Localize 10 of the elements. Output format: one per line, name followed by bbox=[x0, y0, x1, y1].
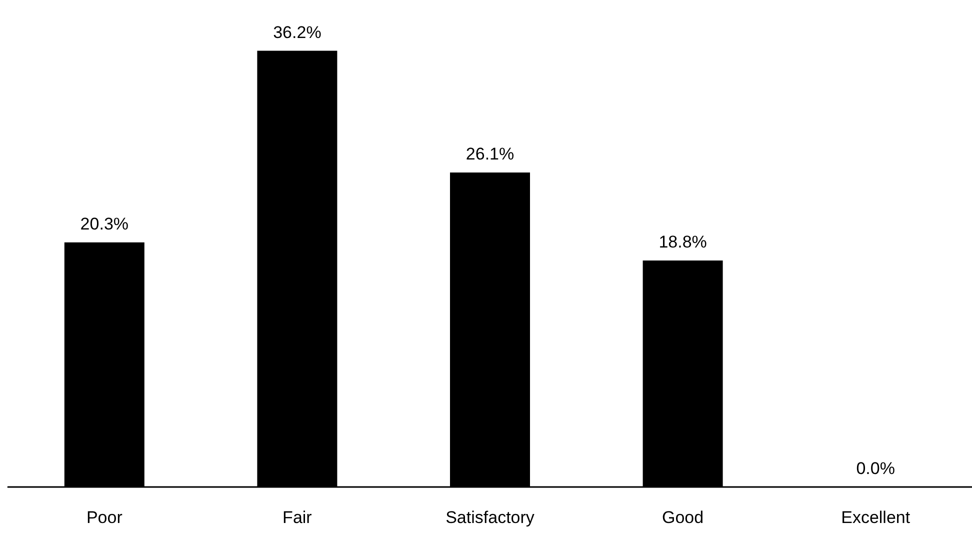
data-label: 26.1% bbox=[466, 144, 514, 164]
x-tick-label: Good bbox=[662, 508, 704, 527]
x-tick-label: Satisfactory bbox=[446, 508, 535, 527]
data-label: 20.3% bbox=[80, 214, 128, 234]
data-label: 36.2% bbox=[273, 22, 322, 42]
x-tick-label: Excellent bbox=[841, 508, 910, 527]
data-label: 0.0% bbox=[856, 459, 895, 478]
x-tick-label: Poor bbox=[86, 508, 123, 527]
data-label: 18.8% bbox=[658, 232, 707, 252]
x-tick-label: Fair bbox=[282, 508, 312, 527]
